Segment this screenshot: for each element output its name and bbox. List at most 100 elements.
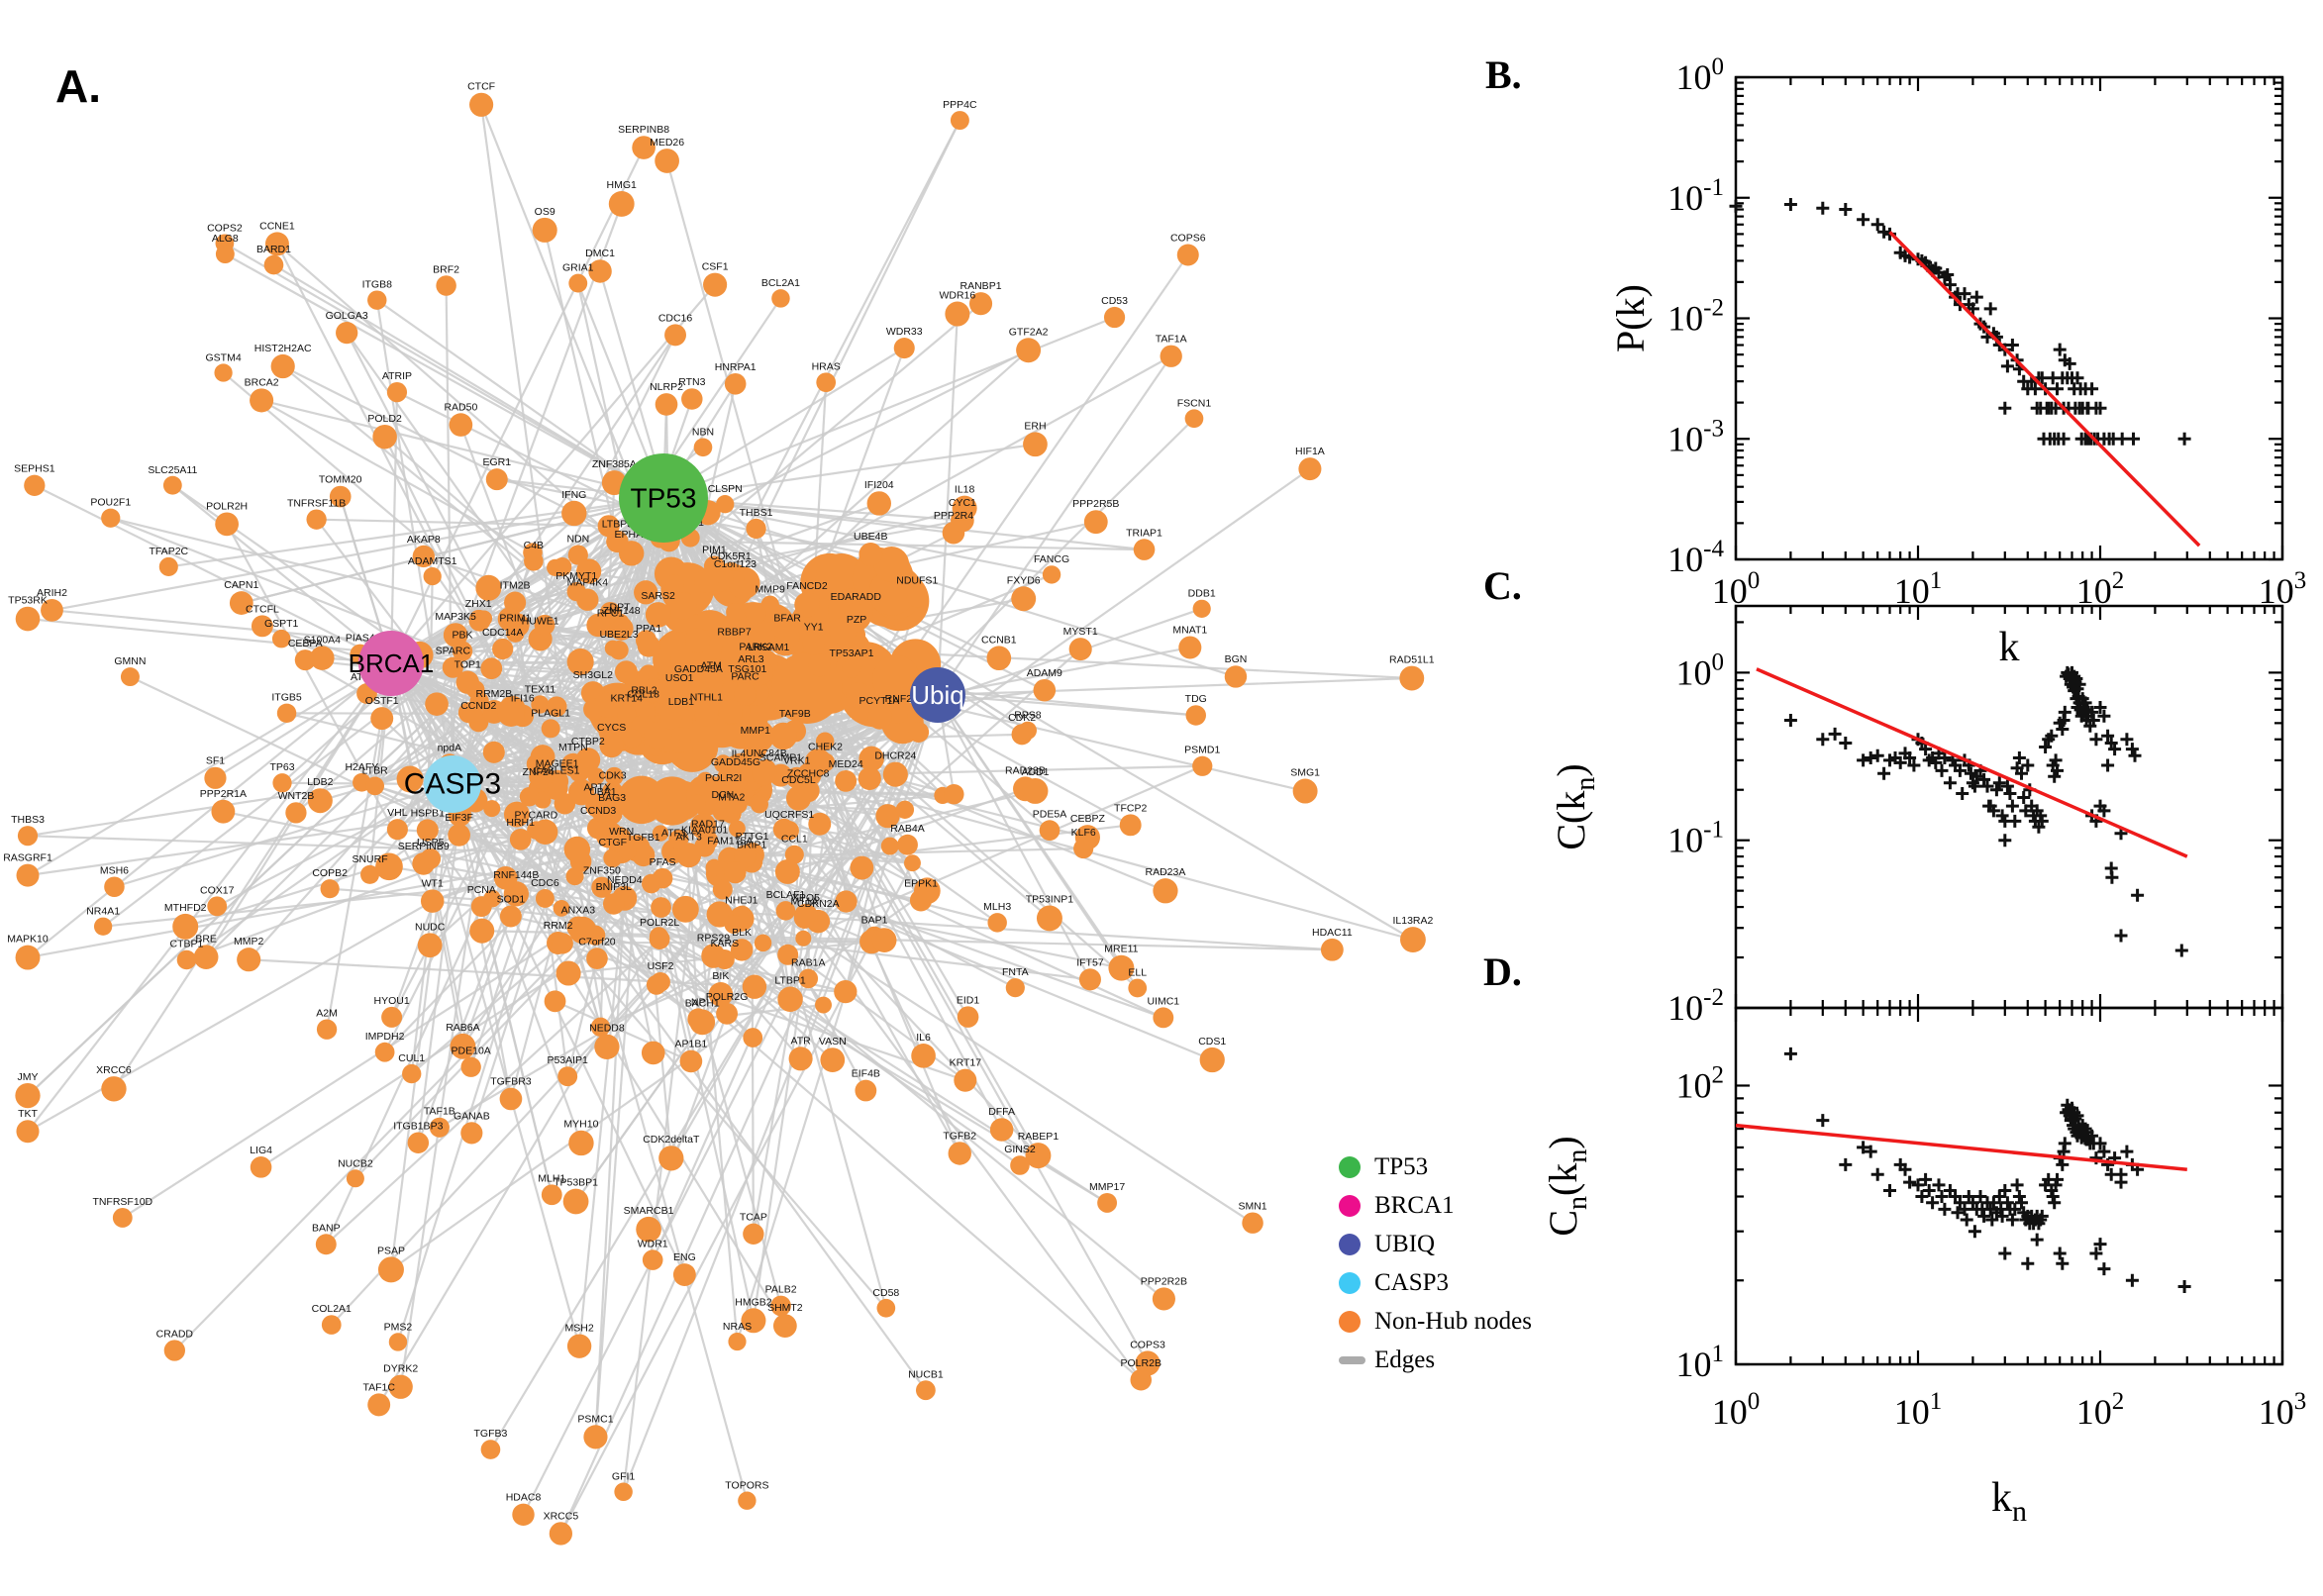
network-node — [1192, 755, 1213, 776]
gene-label: RAB6A — [446, 1022, 479, 1034]
gene-label: MAP4K4 — [567, 577, 609, 589]
hub-label: TP53 — [631, 483, 697, 514]
tick-label: 10-4 — [1667, 536, 1724, 579]
gene-label: POLR2G — [706, 991, 749, 1003]
network-node — [565, 867, 584, 886]
network-node — [1153, 1007, 1174, 1029]
gene-label: SLC25A11 — [148, 464, 197, 476]
gene-label: PKMYT1 — [556, 570, 597, 582]
tick-label: 10-1 — [1667, 817, 1724, 860]
plot-frame — [1734, 75, 2284, 561]
gene-label: BCLAF1 — [766, 889, 806, 901]
network-node — [576, 588, 599, 611]
gene-label: PIM1 — [702, 544, 727, 555]
network-node — [250, 388, 274, 413]
legend-item-tp53: TP53 — [1339, 1152, 1532, 1182]
network-node — [721, 638, 748, 664]
gene-label: AKT3 — [676, 831, 702, 843]
gene-label: EDARADD — [831, 591, 882, 603]
network-node — [1184, 409, 1204, 429]
network-node — [948, 1142, 971, 1165]
network-node — [689, 1009, 716, 1036]
gene-label: AP1B1 — [675, 1039, 708, 1050]
gene-label: NHEJ1 — [725, 894, 758, 906]
gene-label: CDKN2A — [797, 898, 840, 910]
gene-label: RAB1A — [791, 957, 825, 969]
network-node — [469, 92, 494, 117]
network-node — [820, 1047, 846, 1072]
network-node — [617, 704, 637, 724]
network-node — [162, 475, 182, 495]
network-node — [526, 753, 548, 774]
network-node — [420, 848, 442, 869]
scatter-points — [1783, 665, 2188, 957]
network-node — [724, 915, 744, 935]
gene-label: MSH6 — [100, 864, 129, 876]
network-node — [788, 1047, 813, 1071]
gene-label: CD53 — [1101, 295, 1128, 307]
network-node — [686, 794, 707, 814]
gene-label: MTA2 — [718, 792, 745, 804]
gene-label: MAGEE1 — [536, 758, 579, 770]
gene-label: SNURF — [352, 853, 387, 865]
network-node — [310, 646, 335, 670]
network-node — [15, 1082, 41, 1109]
gene-label: PRIM1 — [499, 612, 531, 624]
network-node — [16, 863, 40, 887]
gene-label: P53AIP1 — [547, 1054, 588, 1066]
gene-label: SOD1 — [497, 894, 526, 906]
network-node — [120, 667, 140, 687]
network-node — [503, 801, 530, 828]
gene-label: NUCB1 — [908, 1368, 944, 1380]
gene-label: COL2A1 — [312, 1303, 352, 1315]
gene-label: VASN — [819, 1036, 847, 1047]
network-node — [705, 858, 723, 876]
gene-label: ENG — [673, 1251, 696, 1263]
network-node — [566, 648, 594, 676]
legend-label: TP53 — [1374, 1153, 1429, 1180]
network-node — [876, 1298, 896, 1318]
network-node — [835, 890, 858, 913]
network-node — [176, 949, 197, 970]
network-node — [728, 1332, 747, 1351]
gene-label: COPS2 — [207, 222, 243, 234]
gene-label: RANBP1 — [960, 280, 1002, 292]
gene-label: POLR2L — [640, 917, 679, 929]
network-node — [450, 1033, 476, 1059]
gene-label: ATRIP — [382, 370, 412, 382]
network-node — [724, 372, 747, 395]
gene-label: MSH2 — [565, 1322, 594, 1334]
tick-label: 101 — [1676, 1341, 1725, 1384]
network-node — [442, 656, 463, 678]
gene-label: BAP1 — [861, 915, 888, 927]
network-node — [730, 939, 754, 961]
gene-label: ANXA3 — [561, 905, 596, 917]
gene-label: IL13RA2 — [1392, 915, 1433, 927]
network-node — [532, 819, 558, 845]
gene-label: PPA1 — [636, 623, 661, 635]
network-node — [599, 733, 624, 758]
network-node — [493, 865, 518, 890]
gene-label: BCL2A1 — [761, 277, 800, 289]
gene-label: UBE4B — [854, 531, 887, 543]
network-node — [816, 372, 837, 393]
gene-label: BACH1 — [685, 998, 720, 1010]
network-node — [1119, 814, 1142, 837]
network-node — [509, 829, 532, 850]
gene-label: COPS3 — [1130, 1339, 1165, 1350]
network-node — [229, 591, 253, 615]
network-node — [1128, 978, 1148, 998]
gene-label: H2AFY — [345, 761, 378, 773]
gene-label: PSMC1 — [577, 1413, 613, 1425]
gene-label: BRIP1 — [737, 840, 767, 851]
network-node — [614, 660, 638, 684]
network-node — [541, 1184, 562, 1206]
gene-label: MAPK10 — [7, 934, 49, 946]
network-node — [307, 788, 333, 814]
network-node — [531, 695, 550, 714]
network-node — [718, 699, 744, 724]
network-node — [649, 927, 668, 947]
network-node — [1224, 665, 1248, 688]
